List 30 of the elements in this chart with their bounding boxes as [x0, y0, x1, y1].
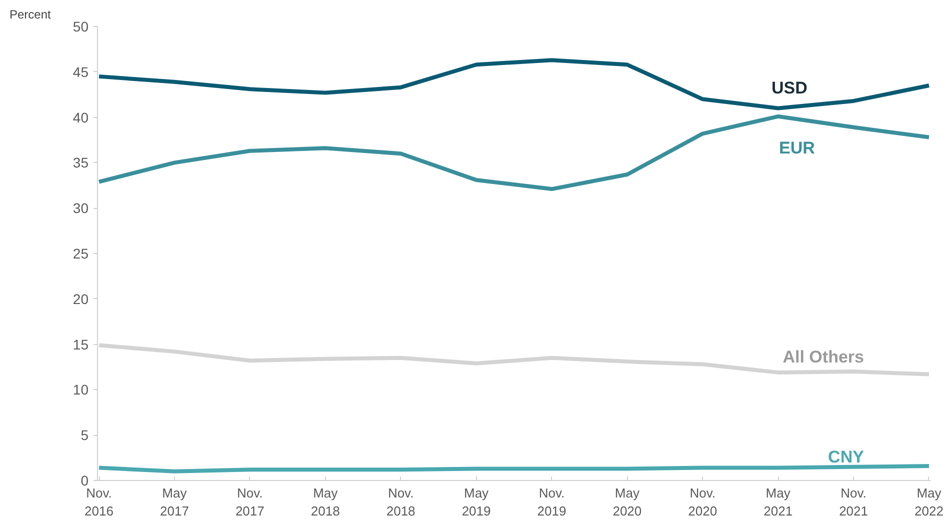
x-tick-label: May 2017 [160, 486, 189, 518]
x-tick-label: May 2019 [462, 486, 491, 518]
x-tick-label: May 2020 [612, 486, 642, 518]
y-tick-label: 20 [72, 290, 89, 307]
y-tick-label: 40 [72, 109, 89, 126]
series-label: CNY [828, 447, 865, 466]
y-tick-label: 45 [72, 64, 89, 80]
x-tick-label: May 2022 [914, 486, 944, 518]
x-tick-label: May 2018 [310, 486, 340, 518]
series-label: USD [771, 78, 808, 98]
x-tick-label: Nov. 2017 [235, 486, 264, 518]
y-tick-label: 35 [72, 154, 89, 171]
series-label: All Others [782, 348, 864, 367]
y-tick-label: 5 [80, 427, 89, 444]
y-tick-label: 25 [72, 246, 89, 262]
series-label: EUR [779, 138, 815, 158]
line-series [98, 58, 930, 110]
x-tick-label: Nov. 2016 [84, 486, 114, 518]
x-tick-label: Nov. 2019 [537, 486, 566, 518]
x-tick-label: Nov. 2018 [386, 486, 416, 518]
y-tick-label: 10 [72, 382, 89, 398]
y-tick-label: 15 [72, 336, 89, 352]
y-tick-label: 30 [72, 200, 89, 216]
y-tick-label: 50 [72, 18, 89, 34]
y-tick-label: 0 [80, 472, 89, 488]
x-tick-label: Nov. 2020 [688, 486, 718, 518]
x-tick-label: Nov. 2021 [839, 486, 868, 518]
y-axis-title: Percent [10, 8, 52, 22]
x-tick-label: May 2021 [764, 486, 793, 518]
line-series [98, 114, 930, 192]
